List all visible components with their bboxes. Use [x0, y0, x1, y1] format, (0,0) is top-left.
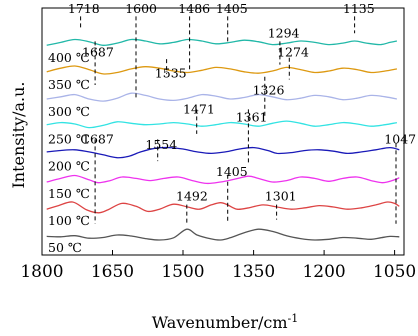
peak-label-2: 1486 [178, 1, 210, 16]
peak-label-8: 1535 [155, 65, 187, 80]
series-label-5: 300 ℃ [48, 104, 90, 119]
series-label-7: 400 ℃ [48, 50, 90, 65]
series-layer [46, 38, 400, 241]
peak-label-5: 1294 [268, 25, 300, 40]
peak-label-9: 1326 [253, 83, 285, 98]
peak-label-10: 1471 [183, 102, 215, 117]
x-tick-label-4: 1200 [302, 262, 345, 282]
peak-label-7: 1274 [277, 44, 309, 59]
peak-label-1: 1600 [125, 1, 157, 16]
x-tick-label-0: 1800 [20, 262, 63, 282]
peak-label-17: 1301 [265, 189, 297, 204]
series-line-3 [46, 146, 400, 159]
series-label-6: 350 ℃ [48, 77, 90, 92]
series-line-5 [46, 92, 398, 102]
series-label-3: 200 ℃ [48, 159, 90, 174]
x-tick-label-3: 1350 [232, 262, 275, 282]
x-axis-ticks: 1800 1650 1500 1350 1200 1050 [20, 250, 416, 282]
series-label-2: 150 ℃ [48, 186, 90, 201]
x-axis-label: Wavenumber/cm-1 [152, 312, 298, 332]
annotation-layer: 1718 1600 1486 1405 1135 1294 1687 1274 1535 1326… [68, 1, 416, 225]
series-line-0 [46, 228, 400, 241]
series-label-1: 100 ℃ [48, 213, 90, 228]
peak-label-13: 1554 [145, 137, 177, 152]
temperature-labels: 50 ℃ 100 ℃ 150 ℃ 200 ℃ 250 ℃ 300 ℃ 350 ℃ 400 ℃ [48, 50, 90, 255]
peak-label-4: 1135 [343, 1, 375, 16]
peak-label-3: 1405 [216, 1, 248, 16]
peak-label-12: 1687 [82, 131, 114, 146]
series-line-4 [46, 120, 398, 129]
x-axis-label-main: Wavenumber/cm [152, 313, 288, 332]
peak-label-15: 1405 [216, 164, 248, 179]
x-tick-label-5: 1050 [373, 262, 416, 282]
peak-label-0: 1718 [68, 1, 100, 16]
peak-label-6: 1687 [82, 44, 114, 59]
peak-label-14: 1047 [384, 131, 416, 146]
peak-label-16: 1492 [176, 189, 208, 204]
plot-frame [41, 7, 405, 256]
series-line-1 [46, 201, 400, 214]
y-axis-label: Intensity/a.u. [9, 81, 28, 188]
peak-label-11: 1361 [236, 110, 268, 125]
x-tick-label-1: 1650 [91, 262, 134, 282]
series-label-4: 250 ℃ [48, 131, 90, 146]
x-tick-label-2: 1500 [161, 262, 204, 282]
x-axis-label-superscript: -1 [288, 312, 299, 325]
series-line-6 [46, 65, 398, 75]
series-line-2 [46, 174, 400, 185]
series-label-0: 50 ℃ [48, 240, 82, 255]
series-line-7 [46, 38, 398, 46]
